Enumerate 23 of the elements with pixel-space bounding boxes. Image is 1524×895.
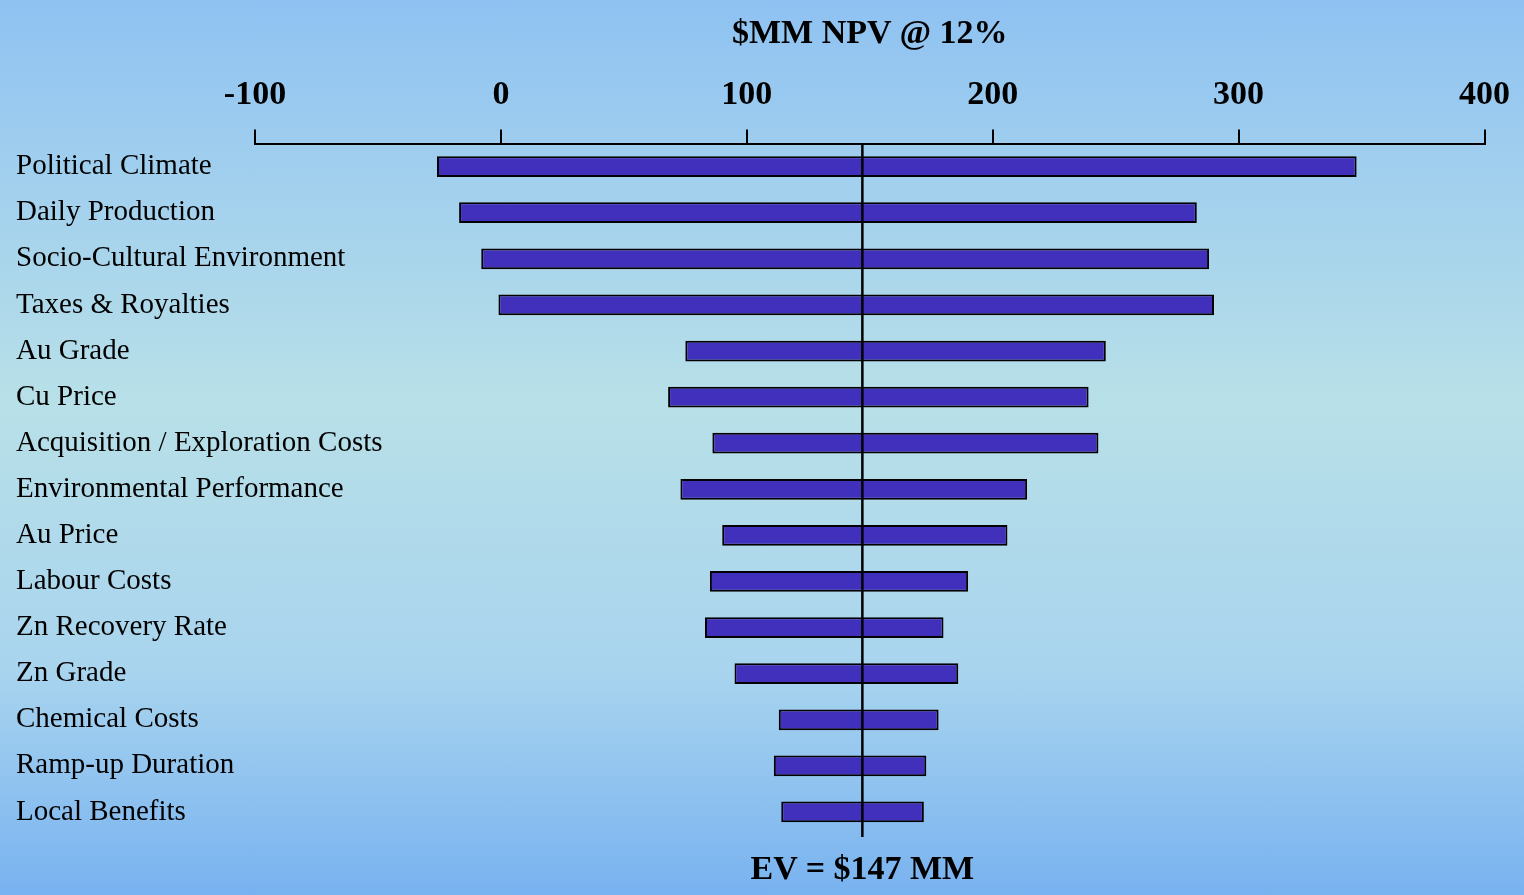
y-tick-label: Au Price [16,517,119,549]
x-tick-label: 200 [967,73,1019,111]
y-tick-label: Taxes & Royalties [16,286,230,319]
y-tick-label: Ramp-up Duration [16,747,235,780]
y-tick-label: Chemical Costs [16,701,199,734]
y-tick-label: Acquisition / Exploration Costs [16,424,383,457]
y-tick-label: Cu Price [16,378,117,411]
y-tick-label: Local Benefits [16,793,186,826]
x-tick-label: 0 [492,73,510,111]
x-tick-label: 400 [1459,73,1510,111]
ref-line-label: EV = $147 MM [750,848,975,886]
x-tick-label: -100 [223,73,287,111]
y-tick-label: Political Climate [16,148,212,181]
y-tick-label: Zn Recovery Rate [16,609,227,642]
y-tick-label: Daily Production [16,194,216,227]
x-tick-label: 100 [721,73,773,111]
x-tick-label: 300 [1213,73,1265,111]
x-axis-title: $MM NPV @ 12% [731,13,1008,51]
y-tick-label: Socio-Cultural Environment [16,240,346,273]
y-tick-label: Zn Grade [16,655,127,688]
y-tick-label: Environmental Performance [16,470,344,503]
y-tick-label: Labour Costs [16,563,172,596]
y-tick-label: Au Grade [16,332,130,365]
